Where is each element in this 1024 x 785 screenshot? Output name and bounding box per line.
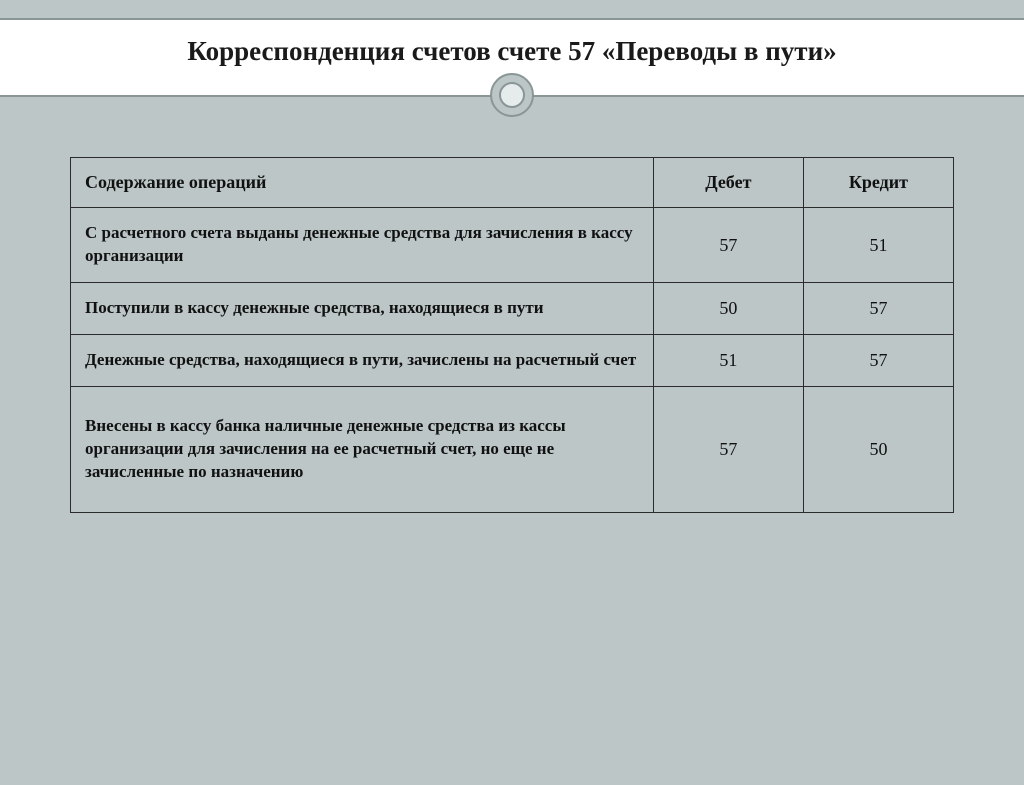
table-container: Содержание операций Дебет Кредит С расче… xyxy=(0,97,1024,513)
table-row: С расчетного счета выданы денежные средс… xyxy=(71,208,954,283)
table-header-row: Содержание операций Дебет Кредит xyxy=(71,158,954,208)
cell-debit: 57 xyxy=(653,208,803,283)
ornament-inner xyxy=(499,82,525,108)
cell-credit: 50 xyxy=(803,386,953,512)
cell-debit: 57 xyxy=(653,386,803,512)
cell-desc: Внесены в кассу банка наличные денежные … xyxy=(71,386,654,512)
title-band: Корреспонденция счетов счете 57 «Перевод… xyxy=(0,18,1024,97)
col-header-desc: Содержание операций xyxy=(71,158,654,208)
cell-desc: Поступили в кассу денежные средства, нах… xyxy=(71,282,654,334)
cell-credit: 57 xyxy=(803,282,953,334)
cell-debit: 51 xyxy=(653,334,803,386)
cell-credit: 51 xyxy=(803,208,953,283)
ornament-circle xyxy=(490,73,534,117)
cell-desc: С расчетного счета выданы денежные средс… xyxy=(71,208,654,283)
page-title: Корреспонденция счетов счете 57 «Перевод… xyxy=(40,34,984,69)
table-row: Внесены в кассу банка наличные денежные … xyxy=(71,386,954,512)
col-header-credit: Кредит xyxy=(803,158,953,208)
cell-desc: Денежные средства, находящиеся в пути, з… xyxy=(71,334,654,386)
cell-credit: 57 xyxy=(803,334,953,386)
table-row: Денежные средства, находящиеся в пути, з… xyxy=(71,334,954,386)
col-header-debit: Дебет xyxy=(653,158,803,208)
accounts-table: Содержание операций Дебет Кредит С расче… xyxy=(70,157,954,513)
table-row: Поступили в кассу денежные средства, нах… xyxy=(71,282,954,334)
cell-debit: 50 xyxy=(653,282,803,334)
